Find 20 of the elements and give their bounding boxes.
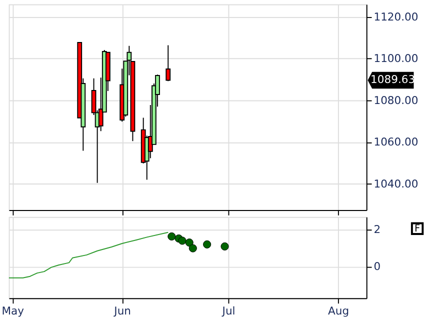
- x-tick-label: Aug: [328, 304, 350, 318]
- y-tick-label: 0: [374, 260, 381, 274]
- point: [178, 236, 186, 245]
- y-tick-label: 1120.00: [374, 10, 418, 24]
- text: 1089.63: [370, 73, 416, 86]
- point: [168, 232, 176, 240]
- x-tick-label: Jul: [221, 304, 236, 318]
- y-tick-label: 1100.00: [374, 52, 418, 66]
- y-tick-label: 2: [374, 223, 381, 236]
- x-tick-label: Jun: [113, 304, 132, 318]
- point: [188, 244, 197, 252]
- x-tick-label: May: [2, 304, 25, 318]
- text: F: [414, 224, 420, 235]
- y-tick-label: 1080.00: [374, 94, 418, 107]
- point: [220, 242, 229, 250]
- candlestick: [166, 44, 171, 82]
- y-tick-label: 1040.00: [374, 177, 418, 190]
- point: [185, 238, 194, 247]
- y-tick-label: 1060.00: [374, 136, 418, 149]
- point: [203, 240, 212, 248]
